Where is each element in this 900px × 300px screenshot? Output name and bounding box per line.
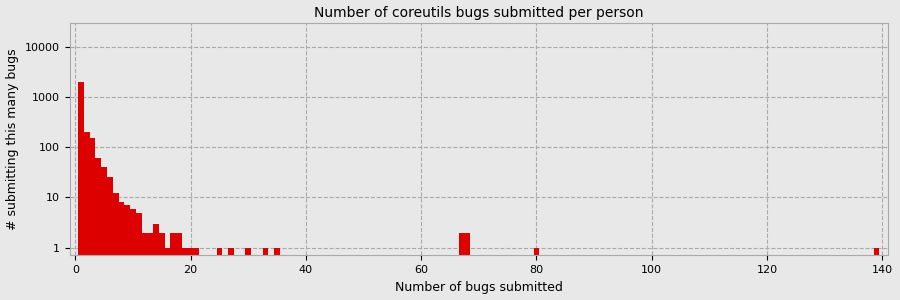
Bar <box>90 138 95 300</box>
Bar <box>153 224 159 300</box>
Bar <box>194 248 199 300</box>
Bar <box>78 82 84 300</box>
Bar <box>165 248 170 300</box>
Bar <box>228 248 234 300</box>
Bar <box>141 232 148 300</box>
Bar <box>107 178 112 300</box>
Bar <box>130 208 136 300</box>
Bar <box>874 248 879 300</box>
Title: Number of coreutils bugs submitted per person: Number of coreutils bugs submitted per p… <box>314 6 644 20</box>
Bar <box>188 248 194 300</box>
Bar <box>182 248 188 300</box>
Bar <box>84 132 90 300</box>
Bar <box>263 248 268 300</box>
Bar <box>217 248 222 300</box>
Bar <box>95 158 101 300</box>
Bar <box>119 202 124 300</box>
Bar <box>148 232 153 300</box>
Bar <box>136 213 141 300</box>
Y-axis label: # submitting this many bugs: # submitting this many bugs <box>6 48 19 230</box>
X-axis label: Number of bugs submitted: Number of bugs submitted <box>395 281 562 294</box>
Bar <box>112 194 119 300</box>
Bar <box>101 167 107 300</box>
Bar <box>124 205 130 300</box>
Bar <box>464 232 470 300</box>
Bar <box>274 248 280 300</box>
Bar <box>459 232 464 300</box>
Bar <box>159 232 165 300</box>
Bar <box>176 232 182 300</box>
Bar <box>534 248 539 300</box>
Bar <box>246 248 251 300</box>
Bar <box>170 232 176 300</box>
